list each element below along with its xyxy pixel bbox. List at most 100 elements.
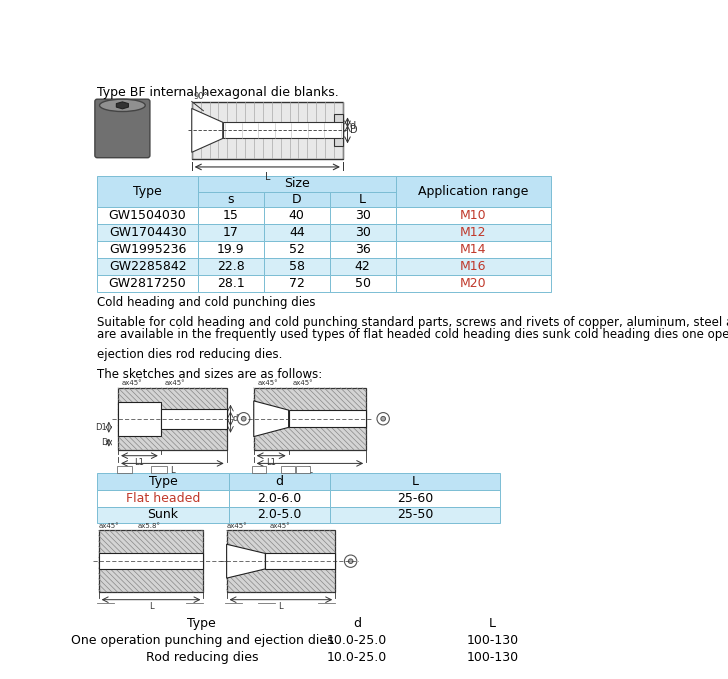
Bar [395,224,550,241]
Text: 90°: 90° [194,92,208,100]
Bar [118,388,226,449]
Text: L: L [170,466,175,475]
Bar [198,258,264,275]
Bar [191,101,343,160]
Text: L: L [149,602,154,611]
Bar [395,176,550,207]
Text: L: L [489,617,496,630]
Text: 10.0-25.0: 10.0-25.0 [327,634,387,647]
Text: d: d [275,475,283,488]
Bar [98,507,229,524]
Text: d1: d1 [232,414,242,423]
Text: ax45°: ax45° [293,380,313,386]
Text: GW2285842: GW2285842 [108,260,186,273]
Text: L: L [359,193,366,206]
Text: ax5.8°: ax5.8° [138,523,160,529]
Circle shape [242,416,246,421]
Text: 40: 40 [289,209,305,222]
Polygon shape [191,109,223,152]
Circle shape [381,416,386,421]
Ellipse shape [100,99,146,111]
Bar [198,176,395,191]
Text: 36: 36 [355,243,371,256]
Bar [330,241,395,258]
Text: Type: Type [149,475,178,488]
Text: 15: 15 [223,209,239,222]
Bar [258,603,274,610]
Text: 44: 44 [289,226,304,239]
Text: M16: M16 [460,260,486,273]
Bar [198,207,264,224]
Bar [225,603,242,610]
Bar [264,207,330,224]
Text: ejection dies rod reducing dies.: ejection dies rod reducing dies. [98,348,282,361]
Text: Cold heading and cold punching dies: Cold heading and cold punching dies [98,295,316,308]
Text: 30: 30 [355,226,371,239]
Polygon shape [116,102,128,109]
Bar [330,473,500,490]
Polygon shape [226,545,266,578]
Text: GW2817250: GW2817250 [108,277,186,290]
Bar [264,191,330,207]
Bar [98,649,306,666]
Bar [229,490,330,507]
Bar [98,632,306,649]
FancyBboxPatch shape [95,99,150,158]
Circle shape [237,413,250,425]
Text: Size: Size [284,177,309,190]
Text: ax45°: ax45° [122,380,143,386]
Text: 25-60: 25-60 [397,492,433,504]
Bar [98,603,114,610]
Bar [229,473,330,490]
Text: 25-50: 25-50 [397,509,433,521]
Text: 22.8: 22.8 [217,260,245,273]
Text: Type: Type [187,617,216,630]
Text: d: d [350,122,356,131]
Polygon shape [254,401,288,437]
Text: ax45°: ax45° [258,380,278,386]
Text: GW1995236: GW1995236 [109,243,186,256]
Text: 2.0-6.0: 2.0-6.0 [257,492,301,504]
Text: L1: L1 [135,458,144,467]
Bar [264,258,330,275]
Bar [98,224,198,241]
Text: M12: M12 [460,226,486,239]
Text: D1: D1 [95,423,107,432]
Bar [98,490,229,507]
Text: Type: Type [133,185,162,198]
Bar [296,466,310,473]
Bar [98,615,306,632]
Bar [98,176,198,207]
Text: Rod reducing dies: Rod reducing dies [146,651,258,664]
Bar [161,409,226,429]
Text: Type BF internal hexagonal die blanks.: Type BF internal hexagonal die blanks. [98,86,339,99]
Text: ax45°: ax45° [226,523,248,529]
Bar [330,507,500,524]
Bar [229,507,330,524]
Bar [330,207,395,224]
Text: 30: 30 [355,209,371,222]
Text: L: L [308,466,312,475]
Bar [407,632,578,649]
Bar [281,466,295,473]
Text: Flat headed: Flat headed [126,492,200,504]
Text: GW1504030: GW1504030 [108,209,186,222]
Text: L: L [264,172,270,181]
Bar [223,122,343,139]
Text: s: s [228,193,234,206]
Text: L: L [411,475,419,488]
Text: 10.0-25.0: 10.0-25.0 [327,651,387,664]
Text: 19.9: 19.9 [217,243,245,256]
Circle shape [348,559,353,564]
Bar [330,191,395,207]
Bar [116,466,132,473]
Bar [198,275,264,292]
Text: L1: L1 [266,458,276,467]
Text: 72: 72 [289,277,305,290]
Bar [330,275,395,292]
Text: The sketches and sizes are as follows:: The sketches and sizes are as follows: [98,368,323,381]
Text: D: D [292,193,301,206]
Bar [151,466,167,473]
Bar [407,649,578,666]
Text: 28.1: 28.1 [217,277,245,290]
